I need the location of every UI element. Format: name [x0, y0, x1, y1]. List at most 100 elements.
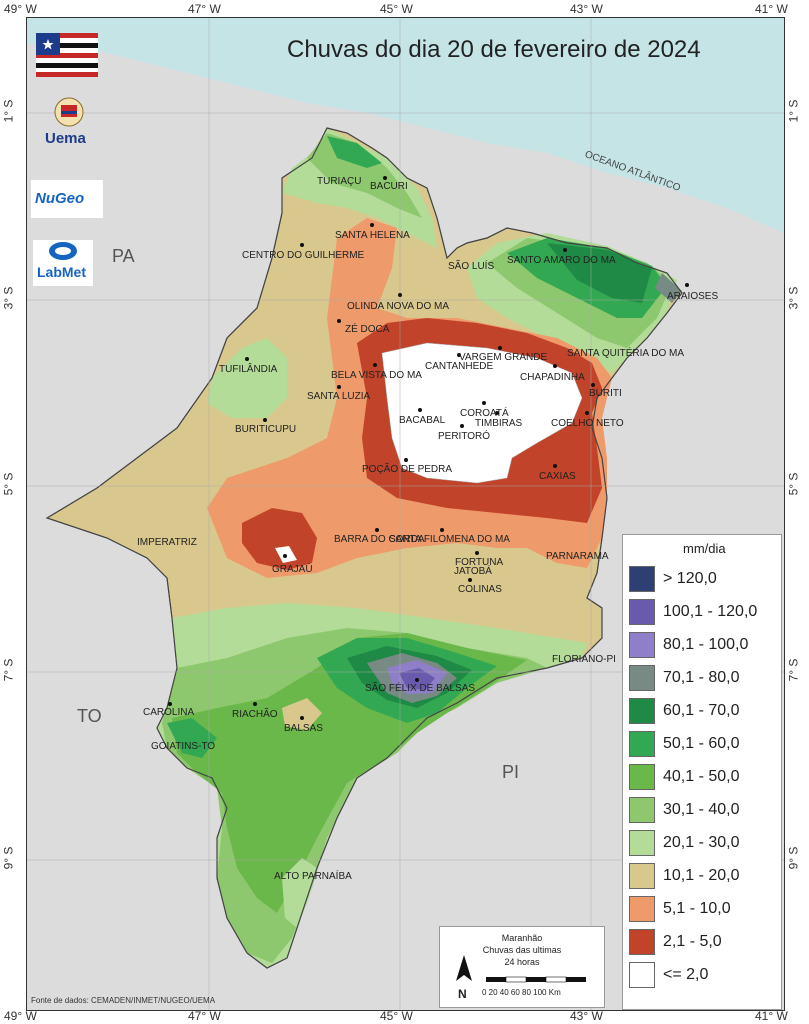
city-label: ALTO PARNAÍBA	[274, 871, 352, 882]
legend-swatch	[629, 929, 655, 955]
city-label: ZÉ DOCA	[345, 324, 390, 335]
city-label: CAXIAS	[539, 471, 576, 482]
city-label: TUFILÂNDIA	[219, 364, 278, 375]
city-label: VARGEM GRANDE	[459, 352, 548, 363]
map-title: Chuvas do dia 20 de fevereiro de 2024	[287, 36, 701, 63]
lon-tick: 43° W	[570, 1009, 603, 1023]
lat-tick: 3° S	[1, 286, 16, 310]
legend-swatch	[629, 731, 655, 757]
city-label: BURITI	[589, 388, 622, 399]
labmet-logo-text: LabMet	[37, 264, 86, 280]
city-label: SANTA HELENA	[335, 230, 410, 241]
city-label: SANTA LUZIA	[307, 391, 371, 402]
region-label-to: TO	[77, 706, 102, 726]
city-label: FLORIANO-PI	[552, 654, 616, 665]
city-label: OLINDA NOVA DO MA	[347, 301, 450, 312]
legend-swatch	[629, 665, 655, 691]
lat-tick: 5° S	[1, 472, 16, 496]
lon-tick: 47° W	[188, 2, 221, 16]
lat-tick: 9° S	[786, 846, 801, 870]
city-label: CENTRO DO GUILHERME	[242, 250, 365, 261]
city-label: SANTA QUITÉRIA DO MA	[567, 348, 685, 359]
legend: mm/dia > 120,0 100,1 - 120,0 80,1 - 100,…	[622, 534, 782, 1010]
city-label: COROATÁ	[460, 408, 509, 419]
legend-label: 100,1 - 120,0	[663, 603, 758, 620]
city-label: IMPERATRIZ	[137, 537, 197, 548]
uema-logo-text: Uema	[45, 130, 86, 147]
lat-tick: 5° S	[786, 472, 801, 496]
legend-label: <= 2,0	[663, 966, 709, 983]
legend-item: 20,1 - 30,0	[629, 830, 779, 856]
legend-label: 5,1 - 10,0	[663, 900, 731, 917]
city-label: BALSAS	[284, 723, 323, 734]
city-label: COELHO NETO	[551, 418, 624, 429]
city-label: ARAIOSES	[667, 291, 719, 302]
city-markers	[168, 176, 689, 720]
lat-tick: 7° S	[786, 658, 801, 682]
lat-tick: 1° S	[1, 99, 16, 123]
city-label: CAROLINA	[143, 707, 195, 718]
city-label: BELA VISTA DO MA	[331, 370, 422, 381]
city-label: FORTUNA	[455, 557, 504, 568]
legend-title: mm/dia	[683, 541, 726, 556]
legend-swatch	[629, 797, 655, 823]
map-frame: Chuvas do dia 20 de fevereiro de 2024 PA…	[26, 17, 785, 1011]
lat-tick: 9° S	[1, 846, 16, 870]
legend-item: 60,1 - 70,0	[629, 698, 779, 724]
lon-tick: 45° W	[380, 2, 413, 16]
legend-label: 30,1 - 40,0	[663, 801, 740, 818]
scale-label: 0 20 40 60 80 100 Km	[482, 988, 561, 997]
city-label: BURITICUPU	[235, 424, 297, 435]
data-source: Fonte de dados: CEMADEN/INMET/NUGEO/UEMA	[31, 996, 216, 1005]
city-label: TIMBIRAS	[475, 418, 523, 429]
legend-item: 10,1 - 20,0	[629, 863, 779, 889]
city-label: PARNARAMA	[546, 551, 609, 562]
scale-bar	[486, 976, 586, 983]
legend-label: 50,1 - 60,0	[663, 735, 740, 752]
city-label: GRAJAÚ	[272, 564, 313, 575]
map-info-box: Maranhão Chuvas das ultimas 24 horas N 0…	[439, 926, 605, 1008]
labmet-logo: LabMet	[33, 240, 93, 286]
city-label: SÃO LUÍS	[448, 261, 495, 272]
city-label: SÃO FÉLIX DE BALSAS	[365, 683, 476, 694]
lon-tick: 41° W	[755, 1009, 788, 1023]
legend-item: > 120,0	[629, 566, 779, 592]
legend-swatch	[629, 599, 655, 625]
legend-item: 100,1 - 120,0	[629, 599, 779, 625]
legend-item: 2,1 - 5,0	[629, 929, 779, 955]
legend-label: 60,1 - 70,0	[663, 702, 740, 719]
lat-tick: 1° S	[786, 99, 801, 123]
city-label: SANTO AMARO DO MA	[507, 255, 616, 266]
lon-tick: 49° W	[4, 1009, 37, 1023]
city-label: RIACHÃO	[232, 709, 278, 720]
ocean-area	[27, 18, 784, 233]
lon-tick: 49° W	[4, 2, 37, 16]
legend-swatch	[629, 698, 655, 724]
city-label: TURIAÇU	[317, 176, 362, 187]
legend-label: 10,1 - 20,0	[663, 867, 740, 884]
region-label-pi: PI	[502, 762, 520, 782]
maranhao-flag	[36, 33, 98, 77]
nugeo-logo-text: NuGeo	[35, 190, 85, 207]
lon-tick: 41° W	[755, 2, 788, 16]
lon-tick: 45° W	[380, 1009, 413, 1023]
city-label: BARRA DO CORDA	[334, 534, 425, 545]
city-label: JATOBÁ	[454, 566, 492, 577]
legend-item: 5,1 - 10,0	[629, 896, 779, 922]
legend-swatch	[629, 566, 655, 592]
nugeo-logo: NuGeo	[31, 180, 103, 218]
city-label: POÇÃO DE PEDRA	[362, 464, 453, 475]
city-label: GOIATINS-TO	[151, 741, 216, 752]
legend-swatch	[629, 863, 655, 889]
legend-item: 50,1 - 60,0	[629, 731, 779, 757]
lon-tick: 47° W	[188, 1009, 221, 1023]
legend-label: 20,1 - 30,0	[663, 834, 740, 851]
legend-swatch	[629, 830, 655, 856]
city-label: COLINAS	[458, 584, 502, 595]
north-arrow-icon	[456, 955, 472, 981]
legend-item: 80,1 - 100,0	[629, 632, 779, 658]
legend-item: 40,1 - 50,0	[629, 764, 779, 790]
legend-swatch	[629, 764, 655, 790]
legend-swatch	[629, 962, 655, 988]
info-period: 24 horas	[504, 957, 540, 967]
